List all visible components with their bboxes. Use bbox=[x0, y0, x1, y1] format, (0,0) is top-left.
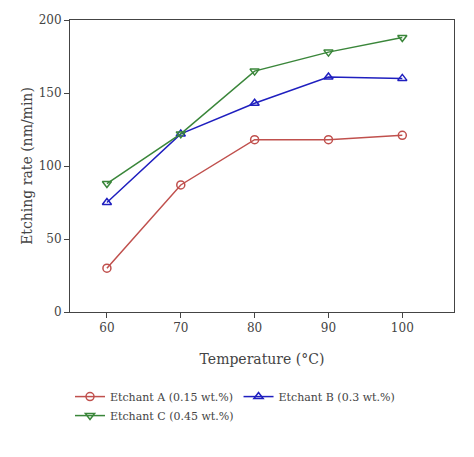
svg-text:150: 150 bbox=[39, 86, 62, 100]
svg-text:Etchant C (0.45 wt.%): Etchant C (0.45 wt.%) bbox=[110, 410, 234, 423]
svg-text:Etchant A (0.15 wt.%): Etchant A (0.15 wt.%) bbox=[110, 391, 233, 404]
svg-text:Temperature (°C): Temperature (°C) bbox=[200, 351, 325, 367]
svg-text:50: 50 bbox=[46, 232, 61, 246]
svg-text:Etching rate (nm/min): Etching rate (nm/min) bbox=[19, 87, 35, 245]
svg-text:90: 90 bbox=[321, 321, 336, 335]
svg-text:200: 200 bbox=[39, 13, 62, 27]
svg-text:0: 0 bbox=[54, 305, 62, 319]
svg-text:70: 70 bbox=[173, 321, 188, 335]
svg-text:100: 100 bbox=[391, 321, 414, 335]
svg-text:80: 80 bbox=[247, 321, 262, 335]
svg-text:100: 100 bbox=[39, 159, 62, 173]
svg-text:60: 60 bbox=[99, 321, 114, 335]
svg-text:Etchant B (0.3 wt.%): Etchant B (0.3 wt.%) bbox=[279, 391, 395, 404]
